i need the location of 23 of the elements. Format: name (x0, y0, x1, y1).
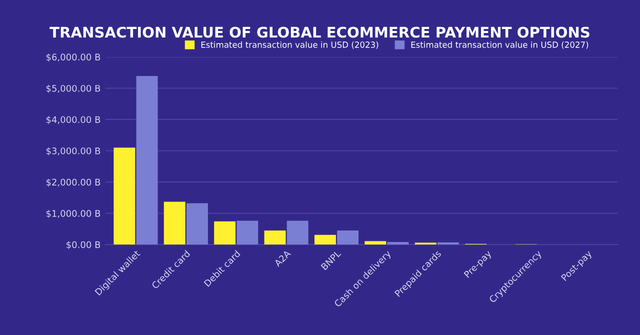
chart-title: TRANSACTION VALUE OF GLOBAL ECOMMERCE PAYMENT OPTIONS (50, 26, 590, 38)
bar (437, 242, 459, 245)
bar (114, 148, 136, 245)
bar (136, 76, 158, 245)
bar (164, 202, 186, 245)
bar (387, 242, 409, 245)
y-tick-label: $0.00 B (66, 241, 100, 250)
y-tick-label: $2,000.00 B (46, 178, 100, 187)
y-tick-label: $6,000.00 B (46, 54, 100, 62)
bar (236, 220, 258, 245)
bar (337, 230, 359, 245)
y-tick-label: $4,000.00 B (46, 116, 100, 124)
bar (186, 203, 208, 245)
y-tick-label: $1,000.00 B (46, 210, 100, 218)
y-tick-label: $3,000.00 B (46, 147, 100, 156)
bar (264, 230, 286, 245)
y-tick-label: $5,000.00 B (46, 84, 100, 93)
bar (314, 234, 336, 245)
legend-label: Estimated transaction value in USD (2027) (411, 41, 588, 49)
bar (214, 221, 236, 245)
bar (286, 220, 308, 245)
legend-label: Estimated transaction value in USD (2023) (201, 41, 378, 49)
bar (364, 241, 386, 245)
